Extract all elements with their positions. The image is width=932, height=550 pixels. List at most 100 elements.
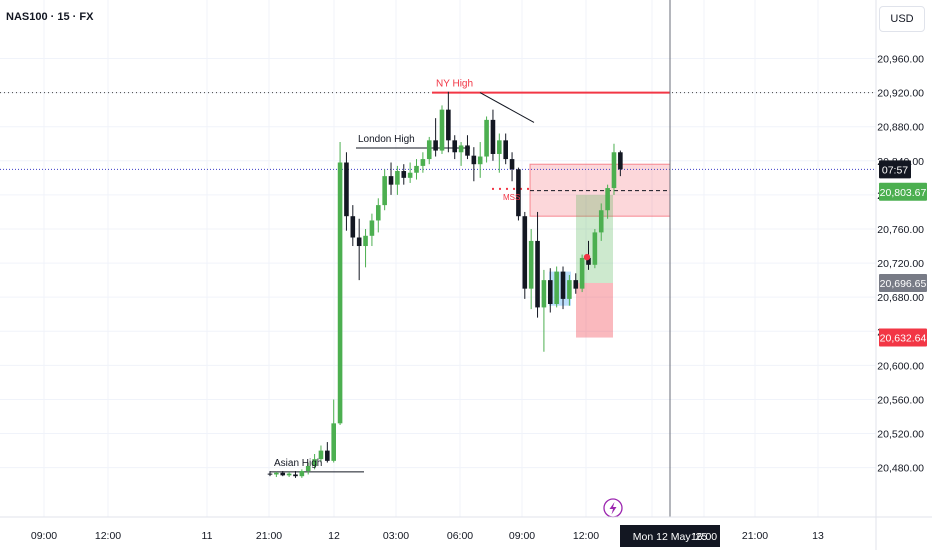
y-tick-label: 20,680.00 xyxy=(877,292,924,304)
y-tick-label: 20,960.00 xyxy=(877,54,924,66)
x-tick-label: 12:00 xyxy=(95,530,121,542)
price-badge-label: 20,632.64 xyxy=(880,333,927,345)
candle-body xyxy=(344,162,349,217)
candle-body xyxy=(382,176,387,206)
candle-body xyxy=(325,450,330,461)
y-tick-label: 20,720.00 xyxy=(877,258,924,270)
x-tick-label: 21:00 xyxy=(256,530,282,542)
x-tick-label: 11 xyxy=(202,530,213,542)
candle-body xyxy=(452,140,458,153)
crosshair-time-badge xyxy=(620,525,720,547)
symbol-title[interactable]: NAS100 · 15 · FX xyxy=(6,11,94,23)
candle-body xyxy=(350,216,356,238)
candle-body xyxy=(414,165,419,173)
y-tick-label: 20,600.00 xyxy=(877,360,924,372)
price-badge-label: 20,803.67 xyxy=(880,187,927,199)
candle-body xyxy=(598,210,604,233)
candle-body xyxy=(458,145,464,153)
trend-line xyxy=(479,92,535,123)
annotation-ny-high: NY High xyxy=(436,79,473,90)
candle-body xyxy=(312,459,317,466)
candle-body xyxy=(426,140,432,160)
candle-body xyxy=(490,119,496,154)
candle-body xyxy=(465,145,470,156)
candle-body xyxy=(299,471,305,477)
candle-body xyxy=(528,240,534,289)
candle-body xyxy=(267,473,273,475)
candle-body xyxy=(522,216,528,289)
candle-body xyxy=(497,140,502,154)
candle-body xyxy=(541,280,547,308)
x-tick-label: 06:00 xyxy=(447,530,473,542)
y-tick-label: 20,520.00 xyxy=(877,429,924,441)
candle-body xyxy=(579,257,585,289)
candle-body xyxy=(375,205,381,221)
x-tick-label: 03:00 xyxy=(383,530,409,542)
candle-body xyxy=(420,159,426,166)
candle-body xyxy=(305,465,311,472)
x-tick-label: 09:00 xyxy=(31,530,57,542)
candle-body xyxy=(446,109,451,141)
price-badge-label: 20,696.65 xyxy=(880,278,927,290)
annotation-asian-high: Asian High xyxy=(274,458,322,469)
candle-body xyxy=(356,237,362,247)
candle-body xyxy=(554,271,559,304)
candle-body xyxy=(567,280,572,299)
candle-body xyxy=(586,257,591,265)
candle-body xyxy=(286,473,292,476)
y-tick-label: 20,760.00 xyxy=(877,224,924,236)
annotation-mss: MSS xyxy=(503,193,520,202)
candle-body xyxy=(547,280,553,304)
candle-body xyxy=(369,220,375,236)
candle-body xyxy=(535,240,540,308)
x-tick-label-crosshair: Mon 12 May '25 xyxy=(633,531,708,543)
price-badge xyxy=(879,182,927,201)
candle-body xyxy=(331,423,336,461)
candle-body xyxy=(509,159,515,170)
price-badge-label: 07:57 xyxy=(882,164,908,176)
candle-body xyxy=(484,119,489,157)
x-tick-label-crosshair-time: 16:00 xyxy=(691,531,717,543)
candle-body xyxy=(337,162,343,424)
candle-body xyxy=(318,450,324,460)
candle-body xyxy=(560,271,566,299)
candle-body xyxy=(407,172,413,178)
candle-body xyxy=(611,152,617,189)
x-tick-label: 09:00 xyxy=(509,530,535,542)
lightning-icon[interactable] xyxy=(609,502,617,515)
currency-button[interactable]: USD xyxy=(879,6,925,32)
y-tick-label: 20,480.00 xyxy=(877,463,924,475)
candle-body xyxy=(395,171,400,185)
candle-body xyxy=(592,232,598,265)
candle-body xyxy=(618,152,623,170)
candle-body xyxy=(503,140,508,160)
candle-body xyxy=(605,188,610,211)
y-tick-label: 20,560.00 xyxy=(877,394,924,406)
candle-body xyxy=(293,474,298,477)
x-tick-label: 12 xyxy=(328,530,340,542)
candle-body xyxy=(573,280,579,289)
candle-body xyxy=(439,109,445,151)
x-tick-label: 13 xyxy=(812,530,824,542)
candle-body xyxy=(274,472,279,475)
price-badge xyxy=(879,273,927,292)
y-tick-label: 20,880.00 xyxy=(877,122,924,134)
candle-body xyxy=(388,176,394,185)
price-badge xyxy=(879,160,911,179)
candle-body xyxy=(516,169,521,217)
x-tick-label: 12:00 xyxy=(573,530,599,542)
candle-body xyxy=(280,472,286,476)
price-badge xyxy=(879,328,927,347)
y-tick-label: 20,920.00 xyxy=(877,88,924,100)
annotation-london-high: London High xyxy=(358,134,415,145)
long-position-stop xyxy=(576,282,613,338)
entry-marker xyxy=(583,253,591,261)
candle-body xyxy=(401,171,407,178)
candle-body xyxy=(363,235,368,247)
x-tick-label: 21:00 xyxy=(742,530,768,542)
candle-body xyxy=(433,140,438,151)
candle-body xyxy=(471,155,477,165)
candle-body xyxy=(477,156,483,165)
